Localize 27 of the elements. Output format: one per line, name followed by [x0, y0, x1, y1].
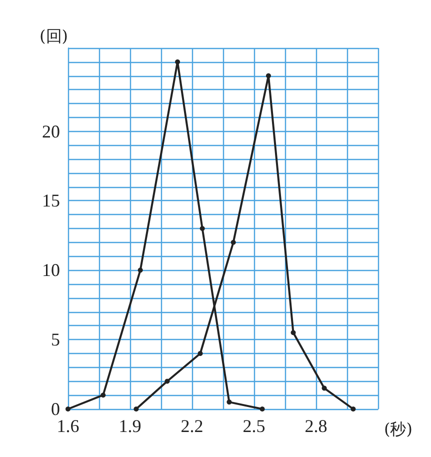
point: [175, 59, 180, 64]
y-tick-label: 20: [42, 121, 60, 142]
x-tick-label: 1.9: [118, 416, 142, 436]
x-axis-title: (秒): [384, 420, 412, 438]
point: [100, 392, 106, 398]
point: [134, 406, 139, 412]
point: [290, 330, 296, 336]
x-tick-label: 1.6: [56, 416, 80, 436]
point: [164, 378, 170, 384]
y-tick-label: 5: [51, 330, 60, 350]
x-tick-label: 2.5: [242, 416, 266, 436]
x-tick-label: 2.2: [180, 416, 204, 436]
y-tick-label: 0: [51, 399, 60, 419]
y-tick-label: 15: [42, 190, 60, 211]
point: [198, 350, 203, 356]
y-axis-title: (回): [40, 26, 68, 46]
point: [200, 226, 205, 231]
point: [266, 73, 271, 78]
point: [226, 400, 232, 405]
point: [138, 268, 143, 273]
point: [230, 240, 236, 245]
y-tick-label: 10: [42, 260, 60, 280]
point: [66, 406, 70, 412]
point: [350, 406, 356, 412]
x-tick-label: 2.8: [304, 416, 328, 436]
point: [260, 406, 265, 412]
point: [322, 386, 327, 391]
